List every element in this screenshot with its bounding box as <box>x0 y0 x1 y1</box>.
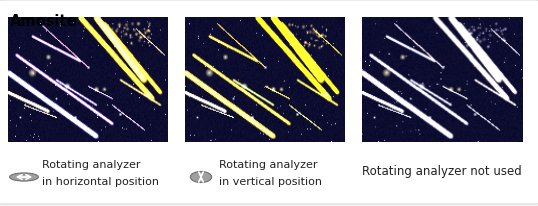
Text: Rotating analyzer: Rotating analyzer <box>219 159 317 169</box>
Text: in vertical position: in vertical position <box>219 176 322 186</box>
Ellipse shape <box>10 173 38 181</box>
Text: Rotating analyzer: Rotating analyzer <box>42 159 140 169</box>
Text: in horizontal position: in horizontal position <box>42 176 159 186</box>
Ellipse shape <box>190 172 211 183</box>
Text: Amosite: Amosite <box>10 14 77 29</box>
Text: Rotating analyzer not used: Rotating analyzer not used <box>362 165 522 178</box>
